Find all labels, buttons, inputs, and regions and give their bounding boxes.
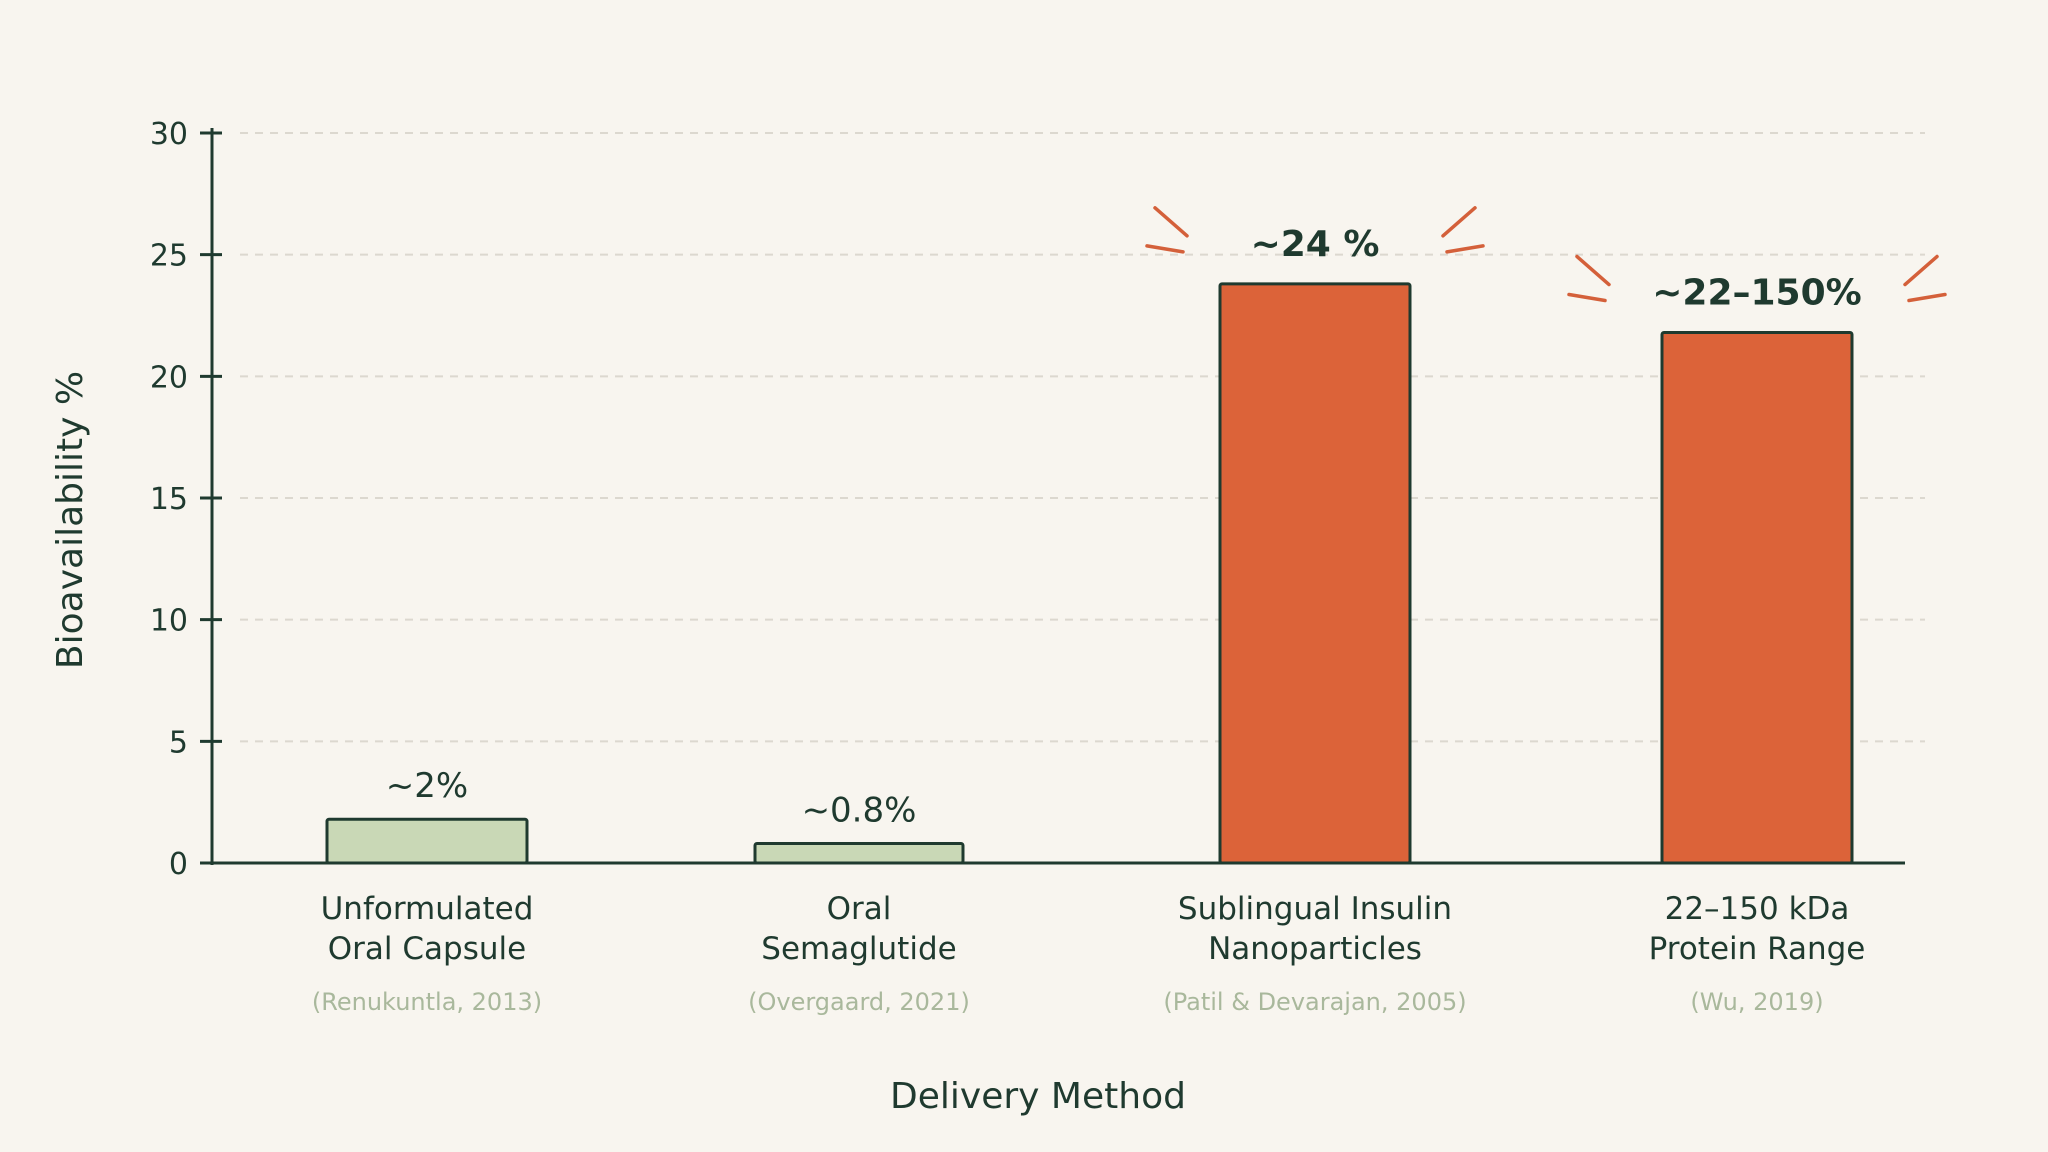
x-category-label: Unformulated	[321, 891, 534, 927]
y-tick-label: 25	[150, 239, 188, 274]
bar	[1660, 331, 1854, 865]
y-tick-label: 30	[150, 117, 188, 152]
x-category-label: Nanoparticles	[1208, 931, 1422, 967]
emphasis-stroke	[1903, 254, 1939, 287]
emphasis-stroke	[1441, 206, 1477, 238]
data-label: ~24 %	[1251, 224, 1380, 265]
x-category-source: (Renukuntla, 2013)	[312, 988, 542, 1016]
emphasis-stroke	[1567, 292, 1607, 303]
y-tick-label: 15	[150, 482, 188, 517]
bar	[325, 817, 529, 865]
bar	[1218, 282, 1412, 865]
y-tick-label: 0	[169, 847, 188, 882]
y-tick-label: 10	[150, 604, 188, 639]
labels: 0 5 10 15 20 25 30 ~2% Unformulated Oral Capsule (…	[150, 117, 1947, 1016]
data-label: ~0.8%	[802, 791, 917, 831]
x-category-source: (Overgaard, 2021)	[748, 988, 970, 1016]
x-category-label: Semaglutide	[761, 931, 956, 967]
y-tick-label: 5	[169, 725, 188, 760]
emphasis-stroke	[1153, 206, 1189, 238]
x-category-source: (Patil & Devarajan, 2005)	[1163, 988, 1466, 1016]
x-category-label: 22–150 kDa	[1665, 891, 1850, 927]
y-tick-label: 20	[150, 360, 188, 395]
x-category-label: Sublingual Insulin	[1178, 891, 1452, 927]
data-label: ~22–150%	[1652, 273, 1861, 314]
x-category-label: Oral Capsule	[328, 931, 526, 967]
y-axis-title: Bioavailability %	[50, 371, 91, 669]
axes	[200, 128, 1905, 865]
x-category-label: Oral	[827, 891, 892, 927]
bar	[753, 842, 965, 865]
bars	[325, 282, 1854, 865]
x-category-label: Protein Range	[1649, 931, 1866, 967]
emphasis-stroke	[1145, 244, 1185, 254]
data-label: ~2%	[386, 766, 468, 806]
emphasis-stroke	[1575, 254, 1611, 287]
emphasis-stroke	[1907, 292, 1947, 303]
x-category-source: (Wu, 2019)	[1690, 988, 1823, 1016]
emphasis-stroke	[1445, 244, 1485, 254]
x-axis-title: Delivery Method	[890, 1076, 1186, 1117]
gridlines	[240, 132, 1925, 743]
